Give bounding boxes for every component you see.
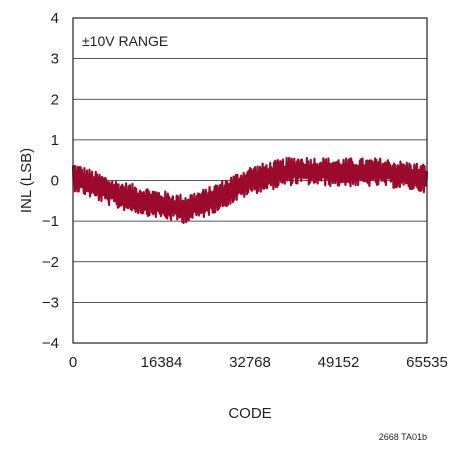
y-tick-label: −4 bbox=[42, 335, 59, 352]
y-tick-label: 3 bbox=[51, 51, 59, 68]
x-tick-label: 65535 bbox=[406, 354, 448, 371]
grid-lines bbox=[73, 58, 427, 303]
plot-frame bbox=[72, 17, 428, 344]
figure-id: 2668 TA01b bbox=[379, 432, 427, 442]
y-tick-label: 2 bbox=[51, 91, 59, 108]
y-axis-ticks: 4 3 2 1 0 −1 −2 −3 −4 bbox=[42, 10, 59, 352]
y-tick-label: 4 bbox=[51, 10, 59, 27]
inl-trace bbox=[71, 156, 429, 225]
x-tick-label: 0 bbox=[69, 354, 77, 371]
y-axis-label: INL (LSB) bbox=[18, 148, 35, 213]
x-tick-label: 32768 bbox=[229, 354, 271, 371]
y-tick-label: −2 bbox=[42, 254, 59, 271]
x-axis-ticks: 0 16384 32768 49152 65535 bbox=[69, 354, 448, 371]
y-tick-label: 0 bbox=[51, 173, 59, 190]
inl-series bbox=[71, 156, 429, 225]
y-tick-label: −1 bbox=[42, 213, 59, 230]
y-tick-label: 1 bbox=[51, 132, 59, 149]
y-tick-label: −3 bbox=[42, 294, 59, 311]
range-annotation: ±10V RANGE bbox=[82, 33, 168, 49]
x-axis-label: CODE bbox=[228, 405, 271, 422]
x-tick-label: 49152 bbox=[318, 354, 360, 371]
x-tick-label: 16384 bbox=[141, 354, 183, 371]
